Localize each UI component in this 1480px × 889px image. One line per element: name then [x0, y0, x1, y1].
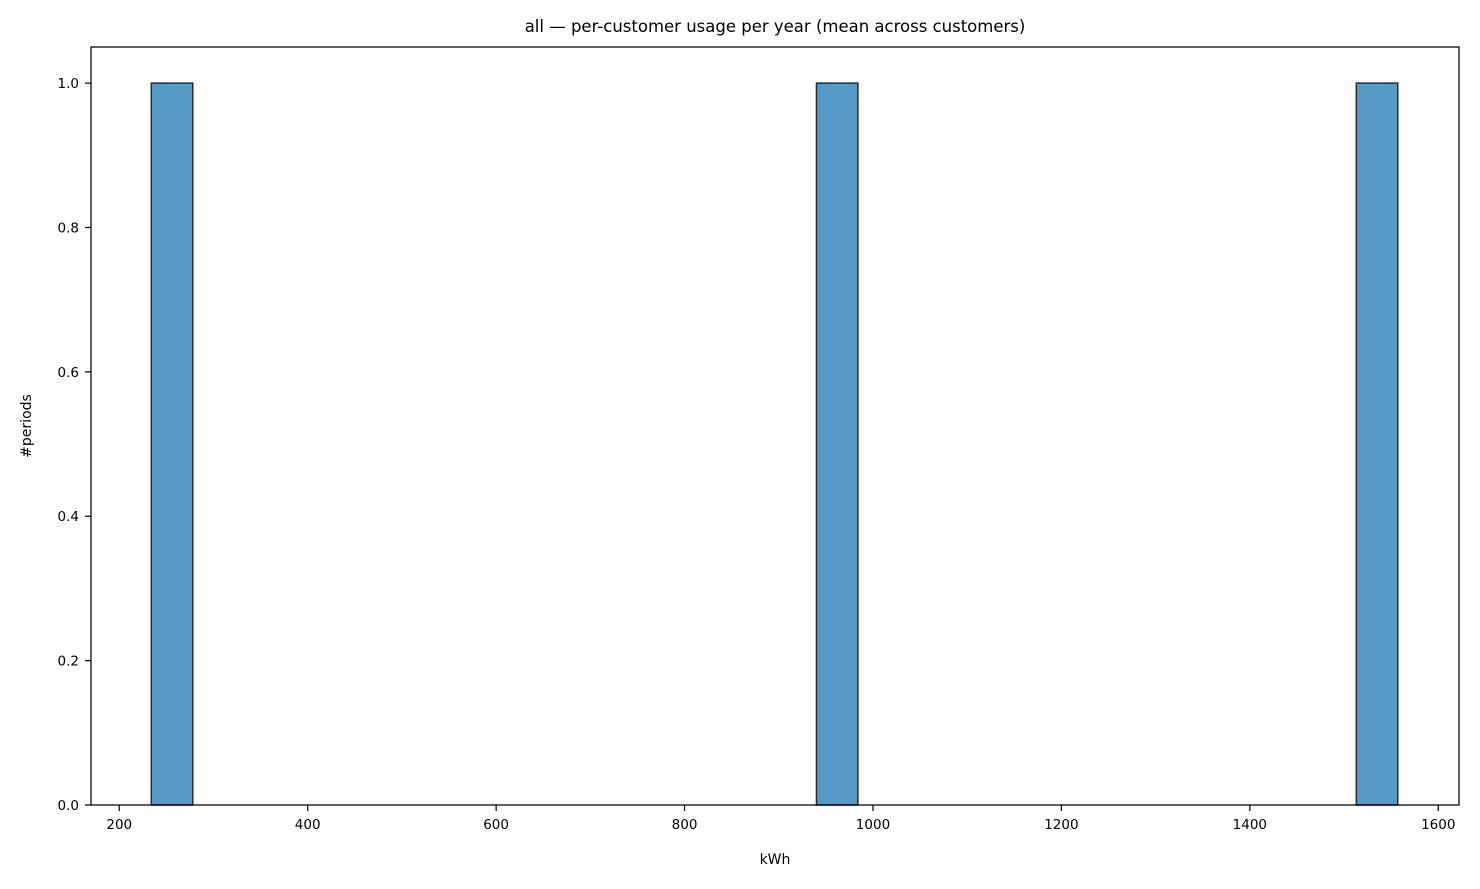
x-tick-label: 400 [295, 817, 321, 833]
y-axis-ticks: 0.0 0.2 0.4 0.6 0.8 1.0 [58, 76, 91, 814]
y-tick-label: 0.6 [58, 365, 79, 381]
x-tick-label: 200 [106, 817, 132, 833]
y-tick-label: 0.0 [58, 798, 79, 814]
x-tick-label: 1000 [856, 817, 890, 833]
x-axis-ticks: 200 400 600 800 1000 1200 1400 1600 [106, 805, 1455, 833]
x-tick-label: 1600 [1421, 817, 1455, 833]
y-tick-label: 1.0 [58, 76, 79, 92]
chart-title: all — per-customer usage per year (mean … [525, 17, 1026, 36]
x-tick-label: 1400 [1233, 817, 1267, 833]
y-tick-label: 0.4 [58, 509, 79, 525]
histogram-bar-2 [815, 82, 859, 806]
y-axis-label: #periods [19, 394, 35, 458]
histogram-bar-3 [1355, 82, 1399, 806]
x-tick-label: 800 [672, 817, 698, 833]
x-axis-label: kWh [760, 852, 791, 868]
x-tick-label: 1200 [1044, 817, 1078, 833]
plot-frame [90, 46, 1460, 806]
x-tick-label: 600 [483, 817, 509, 833]
bars-layer [150, 82, 1399, 806]
y-tick-label: 0.2 [58, 654, 79, 670]
histogram-bar-1 [150, 82, 194, 806]
y-tick-label: 0.8 [58, 220, 79, 236]
